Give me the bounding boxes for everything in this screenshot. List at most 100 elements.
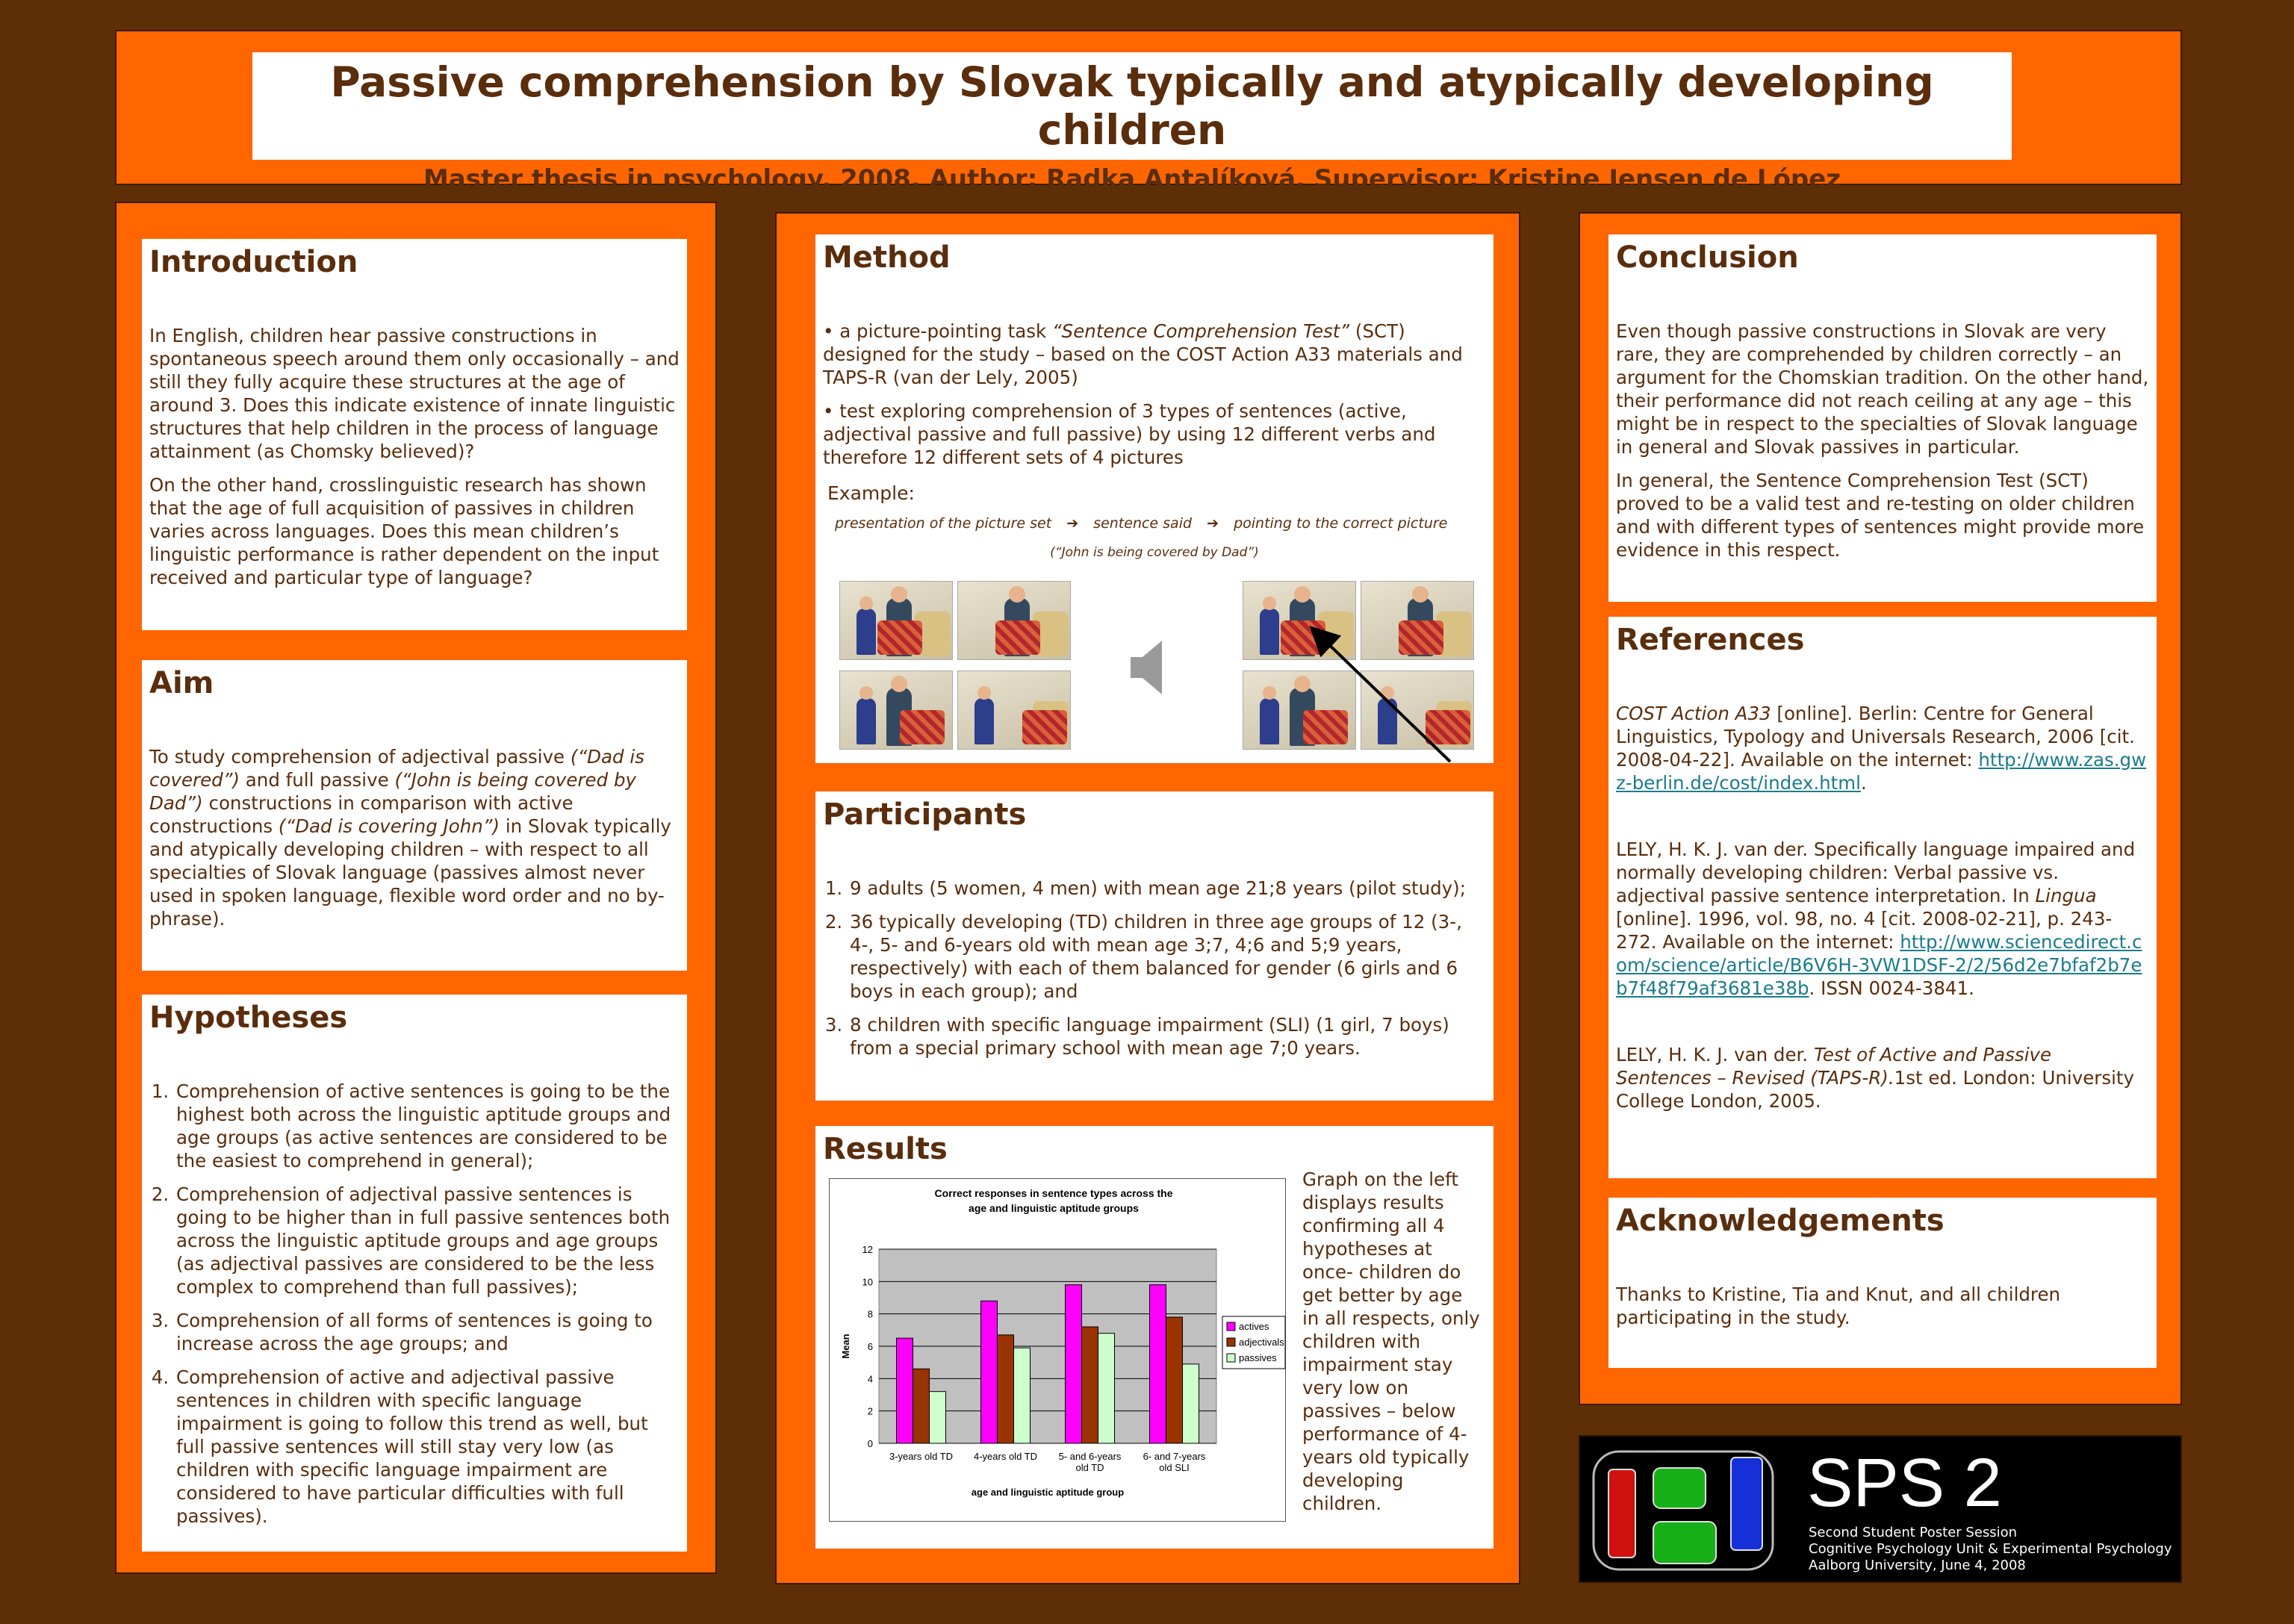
- participant-item: 36 typically developing (TD) children in…: [848, 910, 1488, 1003]
- participant-item: 8 children with specific language impair…: [848, 1013, 1488, 1060]
- picture-card: [1361, 671, 1474, 750]
- right-column-frame: Conclusion Even though passive construct…: [1579, 212, 2182, 1405]
- acknowledgements-panel: Acknowledgements Thanks to Kristine, Tia…: [1608, 1198, 2157, 1368]
- participants-heading: Participants: [823, 797, 1027, 832]
- bar-adjectivals: [1081, 1326, 1098, 1444]
- legend-swatch: [1226, 1353, 1236, 1363]
- y-tick-label: 8: [868, 1309, 873, 1320]
- picture-card: [1243, 671, 1356, 750]
- chart-title: Correct responses in sentence types acro…: [934, 1187, 1172, 1199]
- acknowledgements-text: Thanks to Kristine, Tia and Knut, and al…: [1616, 1284, 2061, 1328]
- hypothesis-item: Comprehension of active sentences is goi…: [175, 1080, 681, 1172]
- sps-title: SPS 2: [1807, 1445, 2002, 1521]
- reference-item: LELY, H. K. J. van der. Specifically lan…: [1616, 839, 2142, 999]
- method-bullet: • a picture-pointing task “Sentence Comp…: [823, 320, 1463, 388]
- y-axis-label: Mean: [840, 1334, 851, 1358]
- aim-panel: Aim To study comprehension of adjectival…: [142, 660, 687, 971]
- bar-passives: [929, 1391, 946, 1444]
- method-panel: Method • a picture-pointing task “Senten…: [815, 234, 1493, 763]
- header-frame: Passive comprehension by Slovak typicall…: [115, 30, 2182, 194]
- participant-item: 9 adults (5 women, 4 men) with mean age …: [848, 877, 1488, 900]
- bar-chart: Correct responses in sentence types acro…: [840, 1187, 1286, 1498]
- conclusion-paragraph: Even though passive constructions in Slo…: [1616, 320, 2149, 458]
- picture-card: [1361, 581, 1474, 660]
- y-tick-label: 0: [868, 1438, 873, 1449]
- x-tick-label: 3-years old TD: [889, 1451, 953, 1462]
- bar-adjectivals: [997, 1334, 1014, 1444]
- references-panel: References COST Action A33 [online]. Ber…: [1608, 617, 2157, 1178]
- example-quote: (“John is being covered by Dad”): [1050, 545, 1259, 560]
- y-tick-label: 2: [868, 1406, 873, 1417]
- introduction-paragraph: In English, children hear passive constr…: [149, 325, 680, 462]
- reference-link[interactable]: http://www.zas.gwz-berlin.de/cost/index.…: [1616, 749, 2147, 794]
- reference-item: LELY, H. K. J. van der. Test of Active a…: [1616, 1044, 2135, 1112]
- conclusion-panel: Conclusion Even though passive construct…: [1608, 234, 2157, 602]
- bar-actives: [1149, 1284, 1166, 1444]
- arrow-right-icon: ➔: [1207, 515, 1219, 532]
- step-presentation: presentation of the picture set: [835, 515, 1052, 532]
- sps-logo: [1592, 1450, 1774, 1571]
- hypothesis-item: Comprehension of all forms of sentences …: [175, 1309, 681, 1355]
- header-panel: Passive comprehension by Slovak typicall…: [252, 52, 2012, 194]
- sps-logo-box: SPS 2 Second Student Poster Session Cogn…: [1579, 1435, 2182, 1583]
- introduction-heading: Introduction: [149, 245, 358, 279]
- step-sentence: sentence said: [1093, 515, 1193, 532]
- hypotheses-heading: Hypotheses: [149, 1001, 348, 1035]
- results-panel: Results Graph on the left displays resul…: [815, 1126, 1493, 1549]
- aim-heading: Aim: [149, 666, 214, 700]
- bar-actives: [980, 1300, 998, 1444]
- legend-swatch: [1226, 1337, 1236, 1347]
- bar-actives: [896, 1337, 913, 1444]
- conclusion-heading: Conclusion: [1616, 240, 1799, 275]
- sps-line: Second Student Poster Session: [1809, 1525, 2018, 1540]
- introduction-panel: Introduction In English, children hear p…: [142, 239, 687, 630]
- results-heading: Results: [823, 1132, 948, 1166]
- poster-title: Passive comprehension by Slovak typicall…: [330, 58, 1934, 154]
- reference-item: COST Action A33 [online]. Berlin: Centre…: [1616, 703, 2147, 794]
- step-pointing: pointing to the correct picture: [1234, 515, 1448, 532]
- bar-passives: [1098, 1333, 1115, 1444]
- poster-subtitle: Master thesis in psychology, 2008. Autho…: [423, 164, 1841, 194]
- sps-line: Cognitive Psychology Unit & Experimental…: [1809, 1541, 2172, 1557]
- references-heading: References: [1616, 623, 1805, 657]
- y-tick-label: 4: [868, 1373, 873, 1384]
- bar-passives: [1013, 1347, 1031, 1444]
- sps-line: Aalborg University, June 4, 2008: [1809, 1558, 2026, 1573]
- bar-actives: [1065, 1284, 1082, 1444]
- x-axis-label: age and linguistic aptitude group: [972, 1487, 1124, 1498]
- legend-label: adjectivals: [1239, 1337, 1284, 1348]
- middle-column-frame: Method • a picture-pointing task “Senten…: [775, 212, 1520, 1584]
- example-steps: presentation of the picture set ➔ senten…: [835, 515, 1492, 532]
- acknowledgements-heading: Acknowledgements: [1616, 1204, 1945, 1238]
- picture-card: [957, 581, 1071, 660]
- picture-card: [839, 581, 953, 660]
- legend-label: actives: [1239, 1321, 1269, 1332]
- example-label: Example:: [827, 482, 915, 504]
- method-bullet: • test exploring comprehension of 3 type…: [823, 400, 1436, 468]
- picture-card: [1243, 581, 1356, 660]
- aim-text: To study comprehension of adjectival pas…: [149, 746, 671, 930]
- arrow-right-icon: ➔: [1066, 515, 1079, 532]
- left-column-frame: Introduction In English, children hear p…: [115, 202, 717, 1574]
- participants-panel: Participants 9 adults (5 women, 4 men) w…: [815, 791, 1493, 1101]
- conclusion-paragraph: In general, the Sentence Comprehension T…: [1616, 470, 2145, 561]
- x-tick-label: 6- and 7-years: [1143, 1451, 1206, 1462]
- legend-swatch: [1226, 1322, 1236, 1331]
- speaker-icon: [1131, 641, 1162, 694]
- x-tick-label: 5- and 6-years: [1059, 1451, 1122, 1462]
- reference-link[interactable]: http://www.sciencedirect.com/science/art…: [1616, 931, 2142, 999]
- results-text: Graph on the left displays results confi…: [1302, 1169, 1480, 1514]
- bar-passives: [1182, 1363, 1199, 1444]
- method-heading: Method: [823, 240, 951, 275]
- x-tick-label: old TD: [1075, 1462, 1104, 1473]
- bar-adjectivals: [1166, 1316, 1183, 1444]
- hypotheses-list: Comprehension of active sentences is goi…: [149, 1080, 681, 1528]
- chart-title: age and linguistic aptitude groups: [969, 1202, 1139, 1214]
- x-tick-label: 4-years old TD: [974, 1451, 1037, 1462]
- y-tick-label: 10: [862, 1276, 873, 1287]
- bar-adjectivals: [913, 1368, 930, 1444]
- hypotheses-panel: Hypotheses Comprehension of active sente…: [142, 995, 687, 1552]
- introduction-paragraph: On the other hand, crosslinguistic resea…: [149, 474, 659, 588]
- results-chart: Correct responses in sentence types acro…: [829, 1178, 1286, 1522]
- picture-card: [957, 671, 1071, 750]
